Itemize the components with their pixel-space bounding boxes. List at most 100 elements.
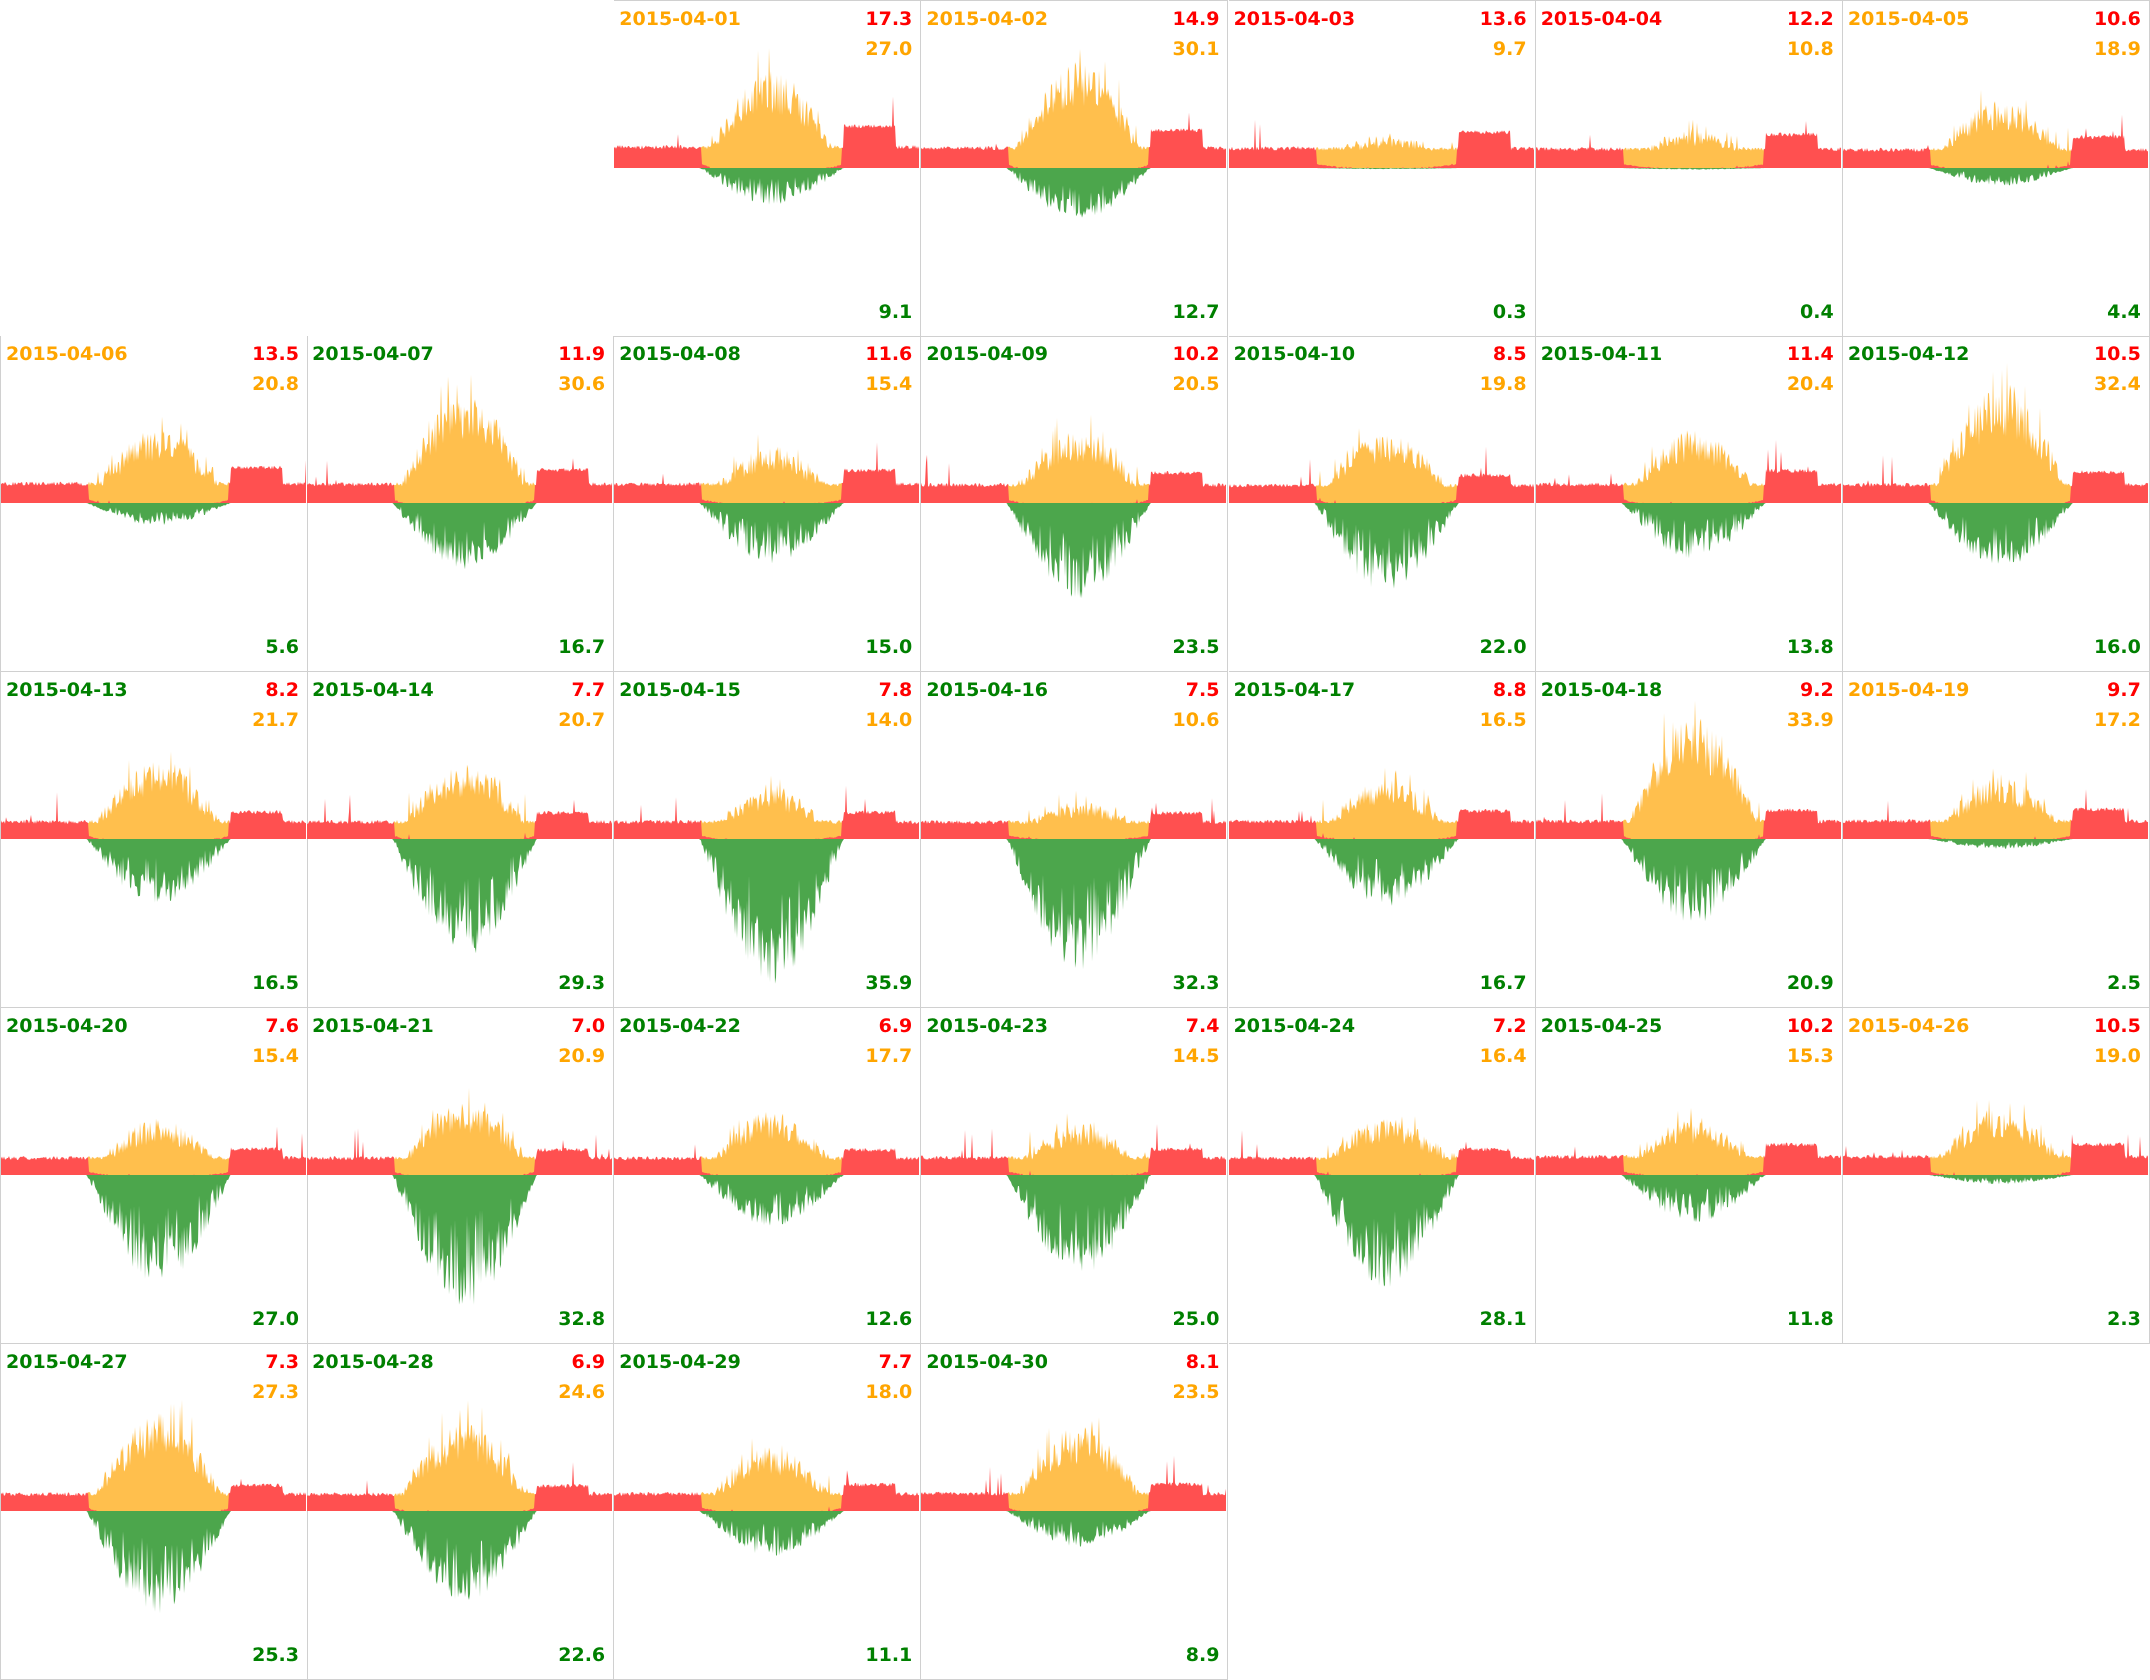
green-value-label: 12.6 bbox=[865, 1308, 913, 1330]
green-value-label: 9.1 bbox=[878, 301, 913, 323]
day-chart bbox=[1535, 119, 1841, 170]
orange-production-area bbox=[1, 1118, 306, 1175]
date-label: 2015-04-04 bbox=[1540, 8, 1663, 30]
green-value-label: 16.7 bbox=[558, 636, 606, 658]
date-label: 2015-04-19 bbox=[1847, 679, 1970, 701]
date-label: 2015-04-13 bbox=[6, 679, 128, 701]
red-value-label: 7.7 bbox=[878, 1351, 913, 1373]
red-consumption-area bbox=[1228, 1130, 1534, 1175]
orange-production-area bbox=[614, 1438, 920, 1511]
orange-value-label: 32.4 bbox=[2093, 373, 2141, 395]
day-chart bbox=[614, 48, 920, 205]
day-chart bbox=[1, 1118, 306, 1279]
day-cell: 2015-04-10 8.5 19.8 22.0 bbox=[1228, 336, 1536, 672]
day-chart bbox=[1842, 768, 2148, 849]
red-consumption-area bbox=[921, 1455, 1227, 1511]
orange-production-area bbox=[921, 49, 1227, 168]
green-value-label: 27.0 bbox=[252, 1308, 299, 1330]
orange-production-area bbox=[1842, 1099, 2148, 1175]
green-value-label: 35.9 bbox=[865, 972, 913, 994]
day-cell: 2015-04-01 17.3 27.0 9.1 bbox=[614, 0, 922, 337]
red-consumption-area bbox=[307, 1128, 613, 1175]
orange-value-label: 14.5 bbox=[1172, 1045, 1220, 1067]
red-consumption-area bbox=[614, 442, 920, 503]
day-chart bbox=[1535, 1108, 1841, 1223]
green-export-area bbox=[1535, 503, 1841, 559]
orange-value-label: 18.9 bbox=[2093, 38, 2141, 60]
orange-value-label: 15.4 bbox=[252, 1045, 299, 1067]
green-export-area bbox=[1, 839, 306, 903]
date-label: 2015-04-23 bbox=[926, 1015, 1048, 1037]
green-value-label: 23.5 bbox=[1172, 636, 1220, 658]
red-consumption-area bbox=[614, 1144, 920, 1175]
red-value-label: 9.2 bbox=[1800, 679, 1834, 701]
green-value-label: 2.3 bbox=[2107, 1308, 2141, 1330]
green-export-area bbox=[1228, 1175, 1534, 1287]
red-consumption-area bbox=[1228, 446, 1534, 503]
green-export-area bbox=[1, 1175, 306, 1279]
date-label: 2015-04-10 bbox=[1233, 343, 1356, 365]
day-cell: 2015-04-17 8.8 16.5 16.7 bbox=[1228, 672, 1536, 1008]
green-value-label: 25.3 bbox=[252, 1644, 299, 1666]
orange-production-area bbox=[1, 1399, 306, 1511]
green-export-area bbox=[1228, 839, 1534, 906]
red-consumption-area bbox=[614, 96, 920, 168]
orange-production-area bbox=[1842, 89, 2148, 168]
green-export-area bbox=[1842, 503, 2148, 564]
orange-value-label: 23.5 bbox=[1172, 1381, 1220, 1403]
orange-value-label: 17.7 bbox=[865, 1045, 913, 1067]
day-cell: 2015-04-03 13.6 9.7 0.3 bbox=[1228, 0, 1536, 337]
orange-value-label: 27.3 bbox=[252, 1381, 299, 1403]
orange-production-area bbox=[1535, 430, 1841, 503]
red-consumption-area bbox=[1842, 114, 2148, 168]
green-export-area bbox=[1535, 1175, 1841, 1223]
orange-value-label: 20.5 bbox=[1172, 373, 1220, 395]
red-consumption-area bbox=[1535, 439, 1841, 503]
orange-value-label: 33.9 bbox=[1786, 709, 1834, 731]
day-cell: 2015-04-24 7.2 16.4 28.1 bbox=[1228, 1008, 1536, 1344]
red-consumption-area bbox=[1535, 1142, 1841, 1175]
day-cell: 2015-04-12 10.5 32.4 16.0 bbox=[1842, 336, 2150, 672]
day-cell: 2015-04-16 7.5 10.6 32.3 bbox=[921, 672, 1229, 1008]
day-cell: 2015-04-30 8.1 23.5 8.9 bbox=[921, 1344, 1229, 1680]
date-label: 2015-04-18 bbox=[1540, 679, 1663, 701]
date-label: 2015-04-03 bbox=[1233, 8, 1356, 30]
green-value-label: 22.0 bbox=[1479, 636, 1527, 658]
day-cell: 2015-04-23 7.4 14.5 25.0 bbox=[921, 1008, 1229, 1344]
green-value-label: 16.7 bbox=[1479, 972, 1527, 994]
green-value-label: 20.9 bbox=[1786, 972, 1834, 994]
orange-production-area bbox=[921, 1113, 1227, 1175]
day-chart bbox=[1228, 767, 1534, 906]
red-value-label: 7.8 bbox=[878, 679, 913, 701]
orange-value-label: 30.6 bbox=[558, 373, 606, 395]
red-consumption-area bbox=[614, 785, 920, 839]
green-value-label: 32.8 bbox=[558, 1308, 606, 1330]
green-export-area bbox=[1, 503, 306, 525]
orange-production-area bbox=[614, 434, 920, 503]
orange-value-label: 19.0 bbox=[2093, 1045, 2141, 1067]
green-export-area bbox=[614, 503, 920, 564]
green-value-label: 4.4 bbox=[2107, 301, 2141, 323]
green-value-label: 0.4 bbox=[1800, 301, 1834, 323]
red-value-label: 7.6 bbox=[265, 1015, 299, 1037]
orange-value-label: 10.6 bbox=[1172, 709, 1220, 731]
day-chart bbox=[921, 1417, 1227, 1547]
date-label: 2015-04-08 bbox=[619, 343, 741, 365]
date-label: 2015-04-30 bbox=[926, 1351, 1048, 1373]
date-label: 2015-04-14 bbox=[312, 679, 434, 701]
red-value-label: 12.2 bbox=[1786, 8, 1834, 30]
day-cell: 2015-04-06 13.5 20.8 5.6 bbox=[0, 336, 308, 672]
date-label: 2015-04-22 bbox=[619, 1015, 741, 1037]
orange-value-label: 10.8 bbox=[1786, 38, 1834, 60]
orange-production-area bbox=[614, 1112, 920, 1175]
date-label: 2015-04-06 bbox=[6, 343, 128, 365]
green-value-label: 8.9 bbox=[1185, 1644, 1220, 1666]
date-label: 2015-04-25 bbox=[1540, 1015, 1663, 1037]
date-label: 2015-04-02 bbox=[926, 8, 1048, 30]
day-cell: 2015-04-18 9.2 33.9 20.9 bbox=[1535, 672, 1843, 1008]
date-label: 2015-04-27 bbox=[6, 1351, 128, 1373]
red-value-label: 17.3 bbox=[865, 8, 913, 30]
green-value-label: 2.5 bbox=[2107, 972, 2141, 994]
date-label: 2015-04-26 bbox=[1847, 1015, 1970, 1037]
day-chart bbox=[921, 414, 1227, 599]
